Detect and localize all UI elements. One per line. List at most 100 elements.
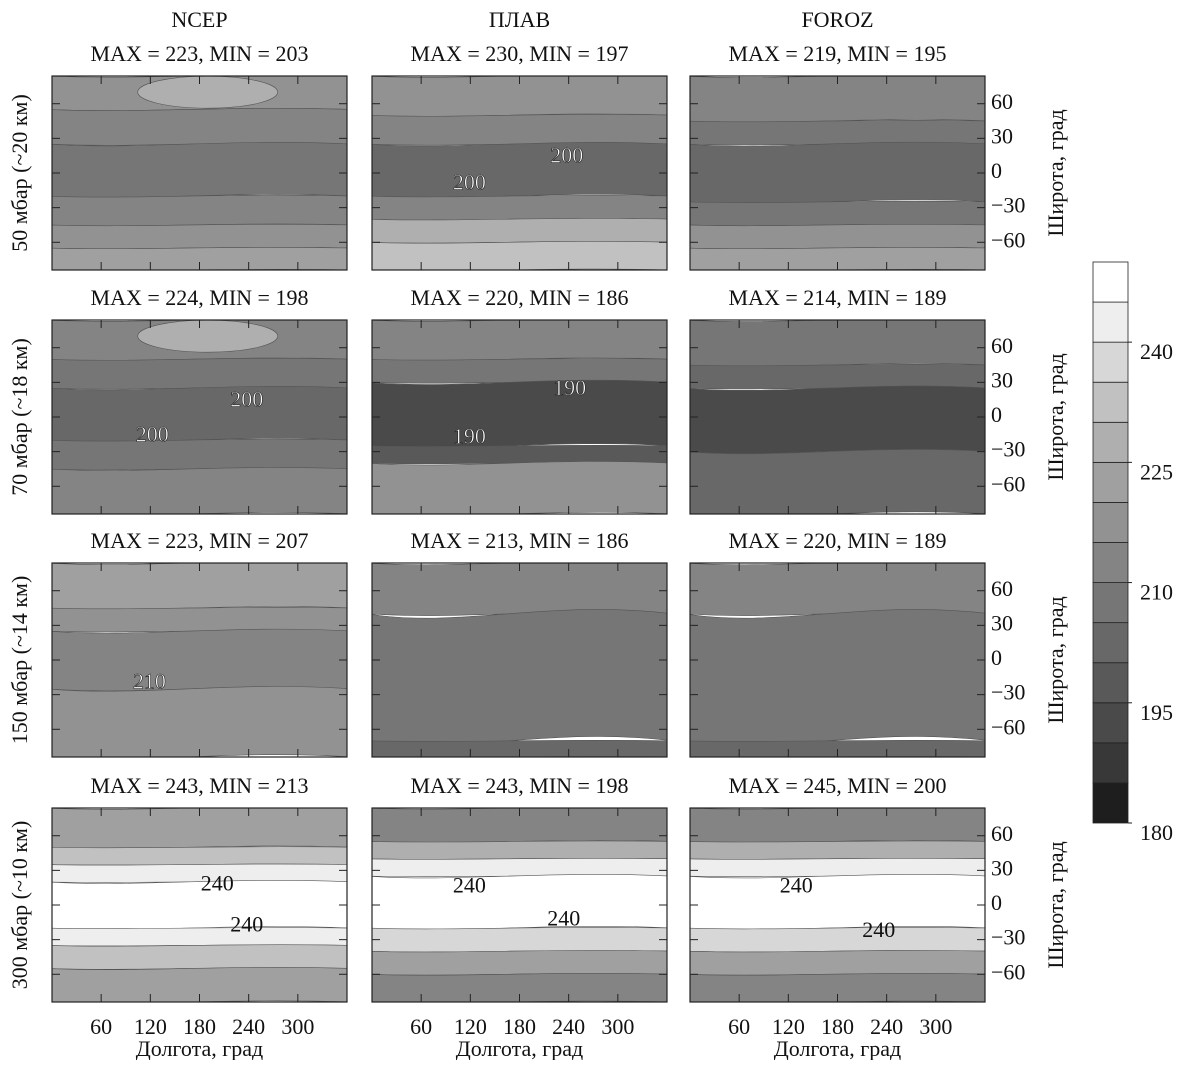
colorbar-cell [1092,742,1129,784]
shading [372,808,667,1002]
colorbar-tick-label: 210 [1140,580,1173,605]
colorbar-cell [1092,461,1129,503]
contour-band [372,194,667,221]
x-tick-label: 240 [552,1014,585,1039]
y-tick-label: −30 [991,437,1025,462]
row-label: 70 мбар (~18 км) [7,338,32,496]
column-title: FOROZ [801,7,873,32]
panel: 60 30 0 −30 −60 MAX = 219, MIN = 195 FOROZ Широ… [689,7,1068,271]
shading [690,808,985,1002]
contour-band [52,880,347,930]
contour-band [690,950,985,976]
y-tick-label: 60 [991,333,1013,358]
shading [372,563,667,757]
contour-band [52,194,347,227]
contour-label: 200 [230,387,263,412]
colorbar-tick-label: 195 [1140,700,1173,725]
x-tick-label: 240 [870,1014,903,1039]
y-tick-label: 0 [991,158,1002,183]
column-title: NCEP [171,7,227,32]
contour-band [372,241,667,270]
contour-band [372,358,667,384]
contour-band [372,973,667,1002]
y-tick-label: −60 [991,227,1025,252]
contour-band [372,609,667,746]
x-tick-label: 180 [183,1014,216,1039]
panel-title: MAX = 220, MIN = 189 [729,528,947,553]
contour-band [52,386,347,443]
contour-band [52,438,347,471]
y-axis-label: Широта, град [1043,109,1068,236]
panel-title: MAX = 223, MIN = 207 [91,528,309,553]
y-tick-label: 30 [991,855,1013,880]
y-tick-label: 60 [991,576,1013,601]
x-tick-label: 60 [410,1014,432,1039]
panel-title: MAX = 243, MIN = 198 [411,773,629,798]
contour-band [52,846,347,866]
y-tick-label: −60 [991,959,1025,984]
panel: MAX = 223, MIN = 203 NCEP 50 мбар (~20 км) [7,7,348,271]
contour-band [690,609,985,746]
contour-band [372,218,667,244]
contour-band [52,107,347,146]
contour-band [690,840,985,860]
y-axis-label: Широта, град [1043,596,1068,723]
contour-label: 240 [547,906,580,931]
x-tick-label: 120 [454,1014,487,1039]
shading [372,76,667,270]
colorbar-tick-label: 240 [1140,339,1173,364]
x-tick-label: 60 [90,1014,112,1039]
contour-band [372,563,667,616]
row-label: 300 мбар (~10 км) [7,821,32,990]
y-axis-label: Широта, град [1043,353,1068,480]
contour-blob [137,320,278,353]
contour-band [690,739,985,757]
shading [690,76,985,270]
contour-band [52,927,347,947]
colorbar-tick-label: 180 [1140,820,1173,845]
y-tick-label: 30 [991,123,1013,148]
row-label: 150 мбар (~14 км) [7,576,32,745]
colorbar-cell [1092,421,1129,463]
colorbar-cell [1092,542,1129,583]
contour-band [52,628,347,692]
contour-band [690,363,985,390]
panel-title: MAX = 230, MIN = 197 [411,41,629,66]
y-tick-label: 0 [991,645,1002,670]
x-tick-label: 300 [919,1014,952,1039]
colorbar-cell [1092,301,1129,343]
colorbar-cell [1092,341,1129,383]
x-tick-label: 300 [601,1014,634,1039]
contour-label: 190 [553,375,586,400]
shading [52,563,347,757]
shading [52,808,347,1002]
contour-band [690,874,985,931]
panel-title: MAX = 214, MIN = 189 [729,285,947,310]
y-tick-label: −30 [991,680,1025,705]
contour-band [690,973,985,1002]
colorbar-cell [1092,582,1129,624]
contour-band [690,141,985,205]
contour-band [52,247,347,270]
contour-band [372,444,667,465]
shading [52,76,347,270]
contour-band [690,857,985,878]
contour-label: 200 [136,421,169,446]
y-tick-label: 60 [991,821,1013,846]
shading [372,320,667,514]
contour-label: 240 [862,917,895,942]
panel-title: MAX = 224, MIN = 198 [91,285,309,310]
panel: 60 30 0 −30 −60 MAX = 220, MIN = 189 Широта, г… [689,528,1068,758]
contour-label: 190 [453,423,486,448]
colorbar-cell [1092,261,1129,303]
panel: MAX = 220, MIN = 186 190 190 [371,285,668,515]
x-tick-label: 180 [503,1014,536,1039]
contour-band [52,863,347,883]
column-title: ПЛАВ [489,7,550,32]
colorbar-cell [1092,662,1129,704]
contour-band [372,874,667,931]
panel: MAX = 230, MIN = 197 ПЛАВ 200 200 [371,7,668,271]
contour-band [372,857,667,878]
y-tick-label: 0 [991,402,1002,427]
